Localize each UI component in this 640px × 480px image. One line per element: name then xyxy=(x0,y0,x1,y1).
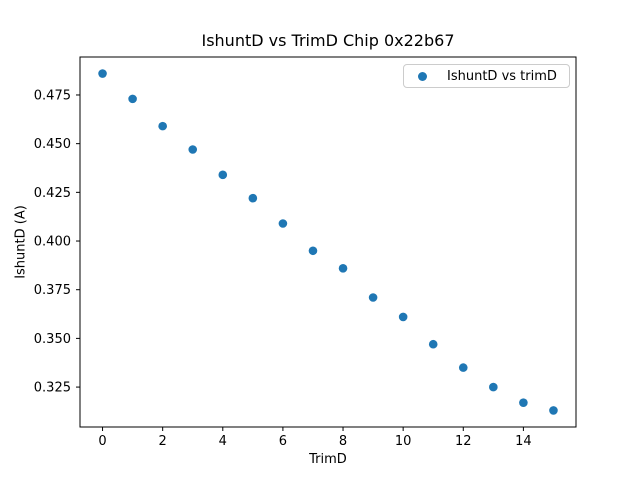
scatter-point xyxy=(549,406,558,415)
scatter-point xyxy=(398,312,408,322)
legend: IshuntD vs trimD xyxy=(403,64,570,88)
x-tick-label: 10 xyxy=(395,434,412,449)
y-tick-label: 0.325 xyxy=(34,381,71,396)
scatter-point xyxy=(428,339,438,349)
x-tick-label: 0 xyxy=(98,434,106,449)
scatter-point xyxy=(218,170,228,180)
x-tick-label: 2 xyxy=(159,434,167,449)
y-tick-label: 0.475 xyxy=(34,88,71,103)
scatter-point xyxy=(158,121,167,131)
y-tick-label: 0.450 xyxy=(34,137,71,152)
x-tick-label: 14 xyxy=(515,434,532,449)
y-tick-label: 0.400 xyxy=(34,235,71,250)
scatter-point xyxy=(368,293,378,302)
plot-frame xyxy=(79,56,577,428)
chart-title: IshuntD vs TrimD Chip 0x22b67 xyxy=(201,31,455,50)
x-tick-label: 4 xyxy=(219,434,227,449)
x-tick-label: 8 xyxy=(339,434,347,449)
legend-label: IshuntD vs trimD xyxy=(447,68,557,84)
legend-marker-icon xyxy=(418,71,427,81)
scatter-point xyxy=(338,263,348,273)
scatter-point xyxy=(188,145,198,154)
scatter-point xyxy=(519,398,528,407)
y-tick-label: 0.425 xyxy=(34,186,71,201)
y-axis-label: IshuntD (A) xyxy=(13,205,29,279)
x-axis-label: TrimD xyxy=(309,452,347,467)
scatter-point xyxy=(98,69,107,78)
scatter-point xyxy=(458,363,468,372)
y-tick-label: 0.350 xyxy=(34,332,71,347)
scatter-point xyxy=(489,382,498,392)
scatter-point xyxy=(308,246,318,256)
scatter-point xyxy=(248,193,258,203)
y-tick-label: 0.375 xyxy=(34,283,71,298)
x-tick-label: 6 xyxy=(279,434,287,449)
x-tick-label: 12 xyxy=(455,434,472,449)
scatter-point xyxy=(128,94,137,104)
scatter-point xyxy=(278,219,288,228)
